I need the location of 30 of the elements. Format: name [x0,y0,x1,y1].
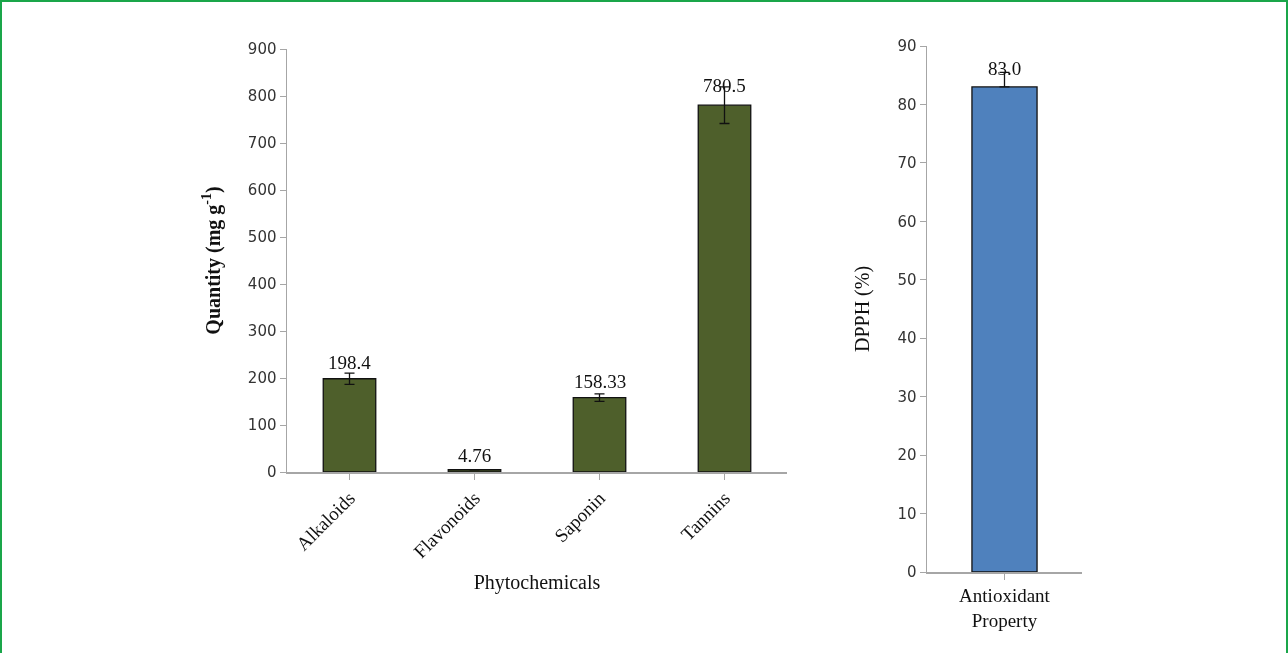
y-tick-label: 90 [897,37,917,56]
y-tick-label: 100 [247,416,277,435]
y-tick-label: 60 [897,212,917,231]
y-tick-label: 500 [247,228,277,247]
data-label: 158.33 [574,371,627,392]
y-tick-label: 30 [897,387,917,406]
y-tick-label: 80 [897,95,917,114]
y-tick-label: 700 [247,134,277,153]
y-tick-label: 0 [266,463,277,482]
y-tick-label: 600 [247,181,277,200]
data-label: 4.76 [458,445,492,466]
y-tick-label: 800 [247,87,277,106]
y-tick-label: 50 [897,271,917,290]
y-tick-label: 70 [897,154,917,173]
bar [447,469,502,472]
y-tick-label: 40 [897,329,917,348]
bar [572,396,627,472]
data-label: 198.4 [328,352,372,373]
x-tick-label: Antioxidant Property [959,585,1051,631]
data-label: 780.5 [703,75,746,96]
y-tick-label: 20 [897,446,917,465]
y-tick-label: 0 [906,563,917,582]
y-axis-title: DPPH (%) [851,265,875,353]
y-tick-label: 900 [247,40,277,59]
y-tick-label: 10 [897,504,917,523]
y-tick-label: 300 [247,322,277,341]
x-axis-title: Phytochemicals [473,571,601,595]
y-tick-label: 400 [247,275,277,294]
data-label: 83.0 [988,58,1022,79]
y-tick-label: 200 [247,369,277,388]
